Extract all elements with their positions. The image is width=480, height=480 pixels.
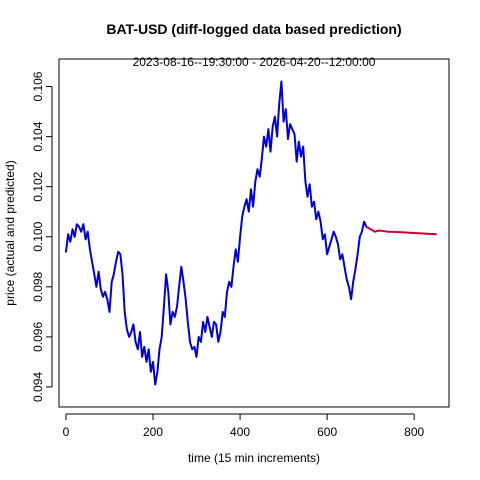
y-tick-label: 0.106 (31, 71, 45, 101)
x-tick-label: 200 (143, 425, 163, 439)
predicted-price-line (365, 225, 437, 236)
y-tick-label: 0.096 (31, 322, 45, 352)
chart-title: BAT-USD (diff-logged data based predicti… (106, 21, 401, 37)
x-tick-label: 800 (404, 425, 424, 439)
x-axis-label: time (15 min increments) (188, 451, 320, 465)
y-tick-label: 0.102 (31, 171, 45, 201)
x-tick-label: 600 (317, 425, 337, 439)
actual-price-line (65, 80, 368, 386)
x-axis: 0 200 400 600 800 (63, 413, 425, 439)
x-tick-label: 400 (230, 425, 250, 439)
y-axis-label: price (actual and predicted) (3, 160, 17, 305)
y-tick-label: 0.104 (31, 121, 45, 151)
x-tick-label: 0 (63, 425, 70, 439)
plot-frame (58, 58, 450, 408)
y-tick-label: 0.100 (31, 221, 45, 251)
series-layer (65, 80, 437, 386)
y-tick-label: 0.098 (31, 271, 45, 301)
chart-subtitle: 2023-08-16--19:30:00 - 2026-04-20--12:00… (133, 55, 376, 69)
y-tick-label: 0.094 (31, 372, 45, 402)
y-axis: 0.094 0.096 0.098 0.100 0.102 0.104 0.106 (31, 71, 53, 402)
